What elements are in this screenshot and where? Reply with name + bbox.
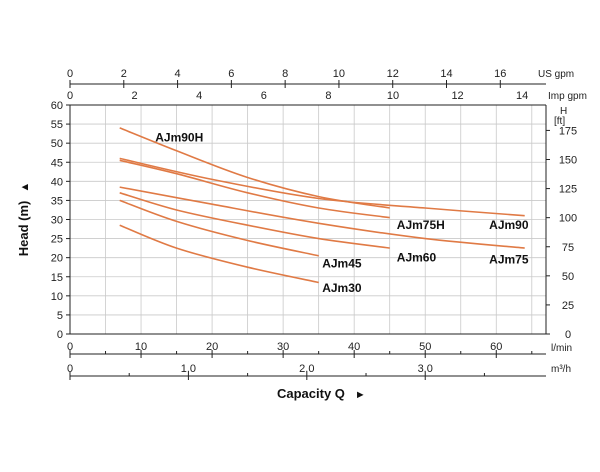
y-axis-arrow: ▲ bbox=[19, 182, 31, 193]
series-line-ajm30 bbox=[119, 224, 319, 284]
ft-tick-label: 75 bbox=[562, 242, 574, 254]
x-unit-m3h: m³/h bbox=[551, 364, 571, 375]
curve-label-ajm30: AJm30 bbox=[322, 281, 362, 295]
curve-label-ajm90h: AJm90H bbox=[155, 130, 203, 144]
y-tick-label: 25 bbox=[51, 234, 63, 246]
us-gpm-tick-label: 4 bbox=[175, 68, 181, 80]
y-tick-label: 60 bbox=[51, 100, 63, 112]
m3h-tick-label: 3.0 bbox=[418, 363, 433, 375]
curve-labels: AJm90H AJm90 AJm75H AJm75 AJm60 AJm45 AJm30 bbox=[155, 130, 529, 295]
imp-gpm-tick-label: 2 bbox=[132, 90, 138, 102]
y-tick-label: 10 bbox=[51, 291, 63, 303]
ft-tick-label: 50 bbox=[562, 271, 574, 283]
imp-gpm-tick-label: 10 bbox=[387, 90, 399, 102]
us-gpm-tick-label: 8 bbox=[282, 68, 288, 80]
lmin-tick-label: 10 bbox=[135, 341, 147, 353]
us-gpm-tick-label: 14 bbox=[440, 68, 452, 80]
y-tick-label: 5 bbox=[57, 310, 63, 322]
imp-gpm-tick-label: 8 bbox=[325, 90, 331, 102]
series-line-ajm90 bbox=[119, 157, 525, 217]
ft-tick-label: 150 bbox=[559, 155, 577, 167]
us-gpm-tick-label: 12 bbox=[387, 68, 399, 80]
y-tick-label: 0 bbox=[57, 329, 63, 341]
grid bbox=[70, 105, 546, 334]
y-tick-label: 20 bbox=[51, 253, 63, 265]
y-tick-label: 50 bbox=[51, 138, 63, 150]
ft-tick-label: 175 bbox=[559, 125, 577, 137]
curve-label-ajm45: AJm45 bbox=[322, 256, 362, 270]
curve-label-ajm90: AJm90 bbox=[489, 218, 529, 232]
us-gpm-tick-label: 10 bbox=[333, 68, 345, 80]
lmin-tick-label: 0 bbox=[67, 341, 73, 353]
imp-gpm-tick-label: 12 bbox=[451, 90, 463, 102]
lmin-tick-label: 60 bbox=[490, 341, 502, 353]
m3h-tick-label: 0 bbox=[67, 363, 73, 375]
y-tick-label: 35 bbox=[51, 195, 63, 207]
tick-labels: 0510152025303540455055600255075100125150… bbox=[51, 68, 577, 380]
y-axis-title-group: Head (m)▲ bbox=[16, 182, 31, 257]
m3h-tick-label: 2.0 bbox=[299, 363, 314, 375]
right-axis-unit: [ft] bbox=[554, 116, 565, 127]
ft-tick-label: 125 bbox=[559, 184, 577, 196]
series bbox=[119, 127, 525, 284]
y-tick-label: 30 bbox=[51, 215, 63, 227]
imp-gpm-tick-label: 0 bbox=[67, 90, 73, 102]
lmin-tick-label: 50 bbox=[419, 341, 431, 353]
x-axis-title: Capacity Q ► bbox=[277, 386, 366, 401]
curve-label-ajm60: AJm60 bbox=[397, 251, 437, 265]
m3h-tick-label: 1.0 bbox=[181, 363, 196, 375]
y-tick-label: 40 bbox=[51, 176, 63, 188]
lmin-tick-label: 20 bbox=[206, 341, 218, 353]
lmin-tick-label: 40 bbox=[348, 341, 360, 353]
y-axis-title: Head (m)▲ bbox=[16, 182, 31, 257]
lmin-tick-label: 30 bbox=[277, 341, 289, 353]
series-line-ajm45 bbox=[119, 199, 319, 257]
series-line-ajm75h bbox=[119, 159, 390, 219]
x-unit-lmin: l/min bbox=[551, 343, 572, 354]
imp-gpm-tick-label: 4 bbox=[196, 90, 202, 102]
ft-tick-label: 25 bbox=[562, 300, 574, 312]
y-tick-label: 45 bbox=[51, 157, 63, 169]
ft-tick-label: 100 bbox=[559, 213, 577, 225]
top-axis-imp-label: Imp gpm bbox=[548, 91, 587, 102]
top-axis-us-label: US gpm bbox=[538, 69, 574, 80]
y-tick-label: 15 bbox=[51, 272, 63, 284]
us-gpm-tick-label: 0 bbox=[67, 68, 73, 80]
us-gpm-tick-label: 6 bbox=[228, 68, 234, 80]
right-axis-title: H bbox=[560, 106, 567, 117]
series-line-ajm75 bbox=[119, 186, 525, 249]
us-gpm-tick-label: 16 bbox=[494, 68, 506, 80]
imp-gpm-tick-label: 14 bbox=[516, 90, 528, 102]
y-tick-label: 55 bbox=[51, 119, 63, 131]
imp-gpm-tick-label: 6 bbox=[261, 90, 267, 102]
us-gpm-tick-label: 2 bbox=[121, 68, 127, 80]
series-line-ajm60 bbox=[119, 192, 390, 249]
curve-label-ajm75: AJm75 bbox=[489, 253, 529, 267]
ft-tick-label: 0 bbox=[565, 329, 571, 341]
curve-label-ajm75h: AJm75H bbox=[397, 218, 445, 232]
x-axis-arrow: ► bbox=[355, 389, 366, 401]
